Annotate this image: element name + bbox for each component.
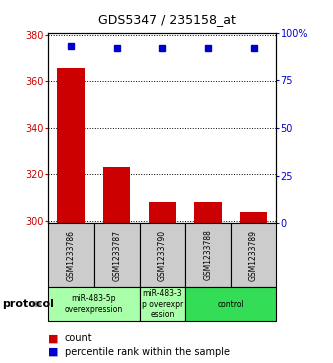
Text: GSM1233789: GSM1233789 — [249, 229, 258, 281]
Text: GSM1233786: GSM1233786 — [67, 229, 76, 281]
Bar — [48, 223, 94, 287]
Bar — [149, 202, 176, 223]
Text: protocol: protocol — [2, 299, 54, 309]
Text: ■: ■ — [48, 333, 59, 343]
Bar — [185, 287, 276, 321]
Text: control: control — [217, 299, 244, 309]
Text: miR-483-3
p overexpr
ession: miR-483-3 p overexpr ession — [142, 289, 183, 319]
Bar — [94, 223, 140, 287]
Bar — [103, 167, 131, 223]
Bar — [48, 287, 140, 321]
Text: GSM1233788: GSM1233788 — [203, 229, 212, 281]
Bar — [185, 223, 231, 287]
Text: GSM1233790: GSM1233790 — [158, 229, 167, 281]
Text: percentile rank within the sample: percentile rank within the sample — [65, 347, 230, 357]
Text: miR-483-5p
overexpression: miR-483-5p overexpression — [65, 294, 123, 314]
Text: GSM1233787: GSM1233787 — [112, 229, 121, 281]
Bar — [240, 212, 267, 223]
Bar — [57, 68, 85, 223]
Text: count: count — [65, 333, 93, 343]
Text: GDS5347 / 235158_at: GDS5347 / 235158_at — [98, 13, 235, 26]
Bar — [140, 223, 185, 287]
Bar — [231, 223, 276, 287]
Text: ■: ■ — [48, 347, 59, 357]
Bar — [194, 202, 222, 223]
Bar — [140, 287, 185, 321]
